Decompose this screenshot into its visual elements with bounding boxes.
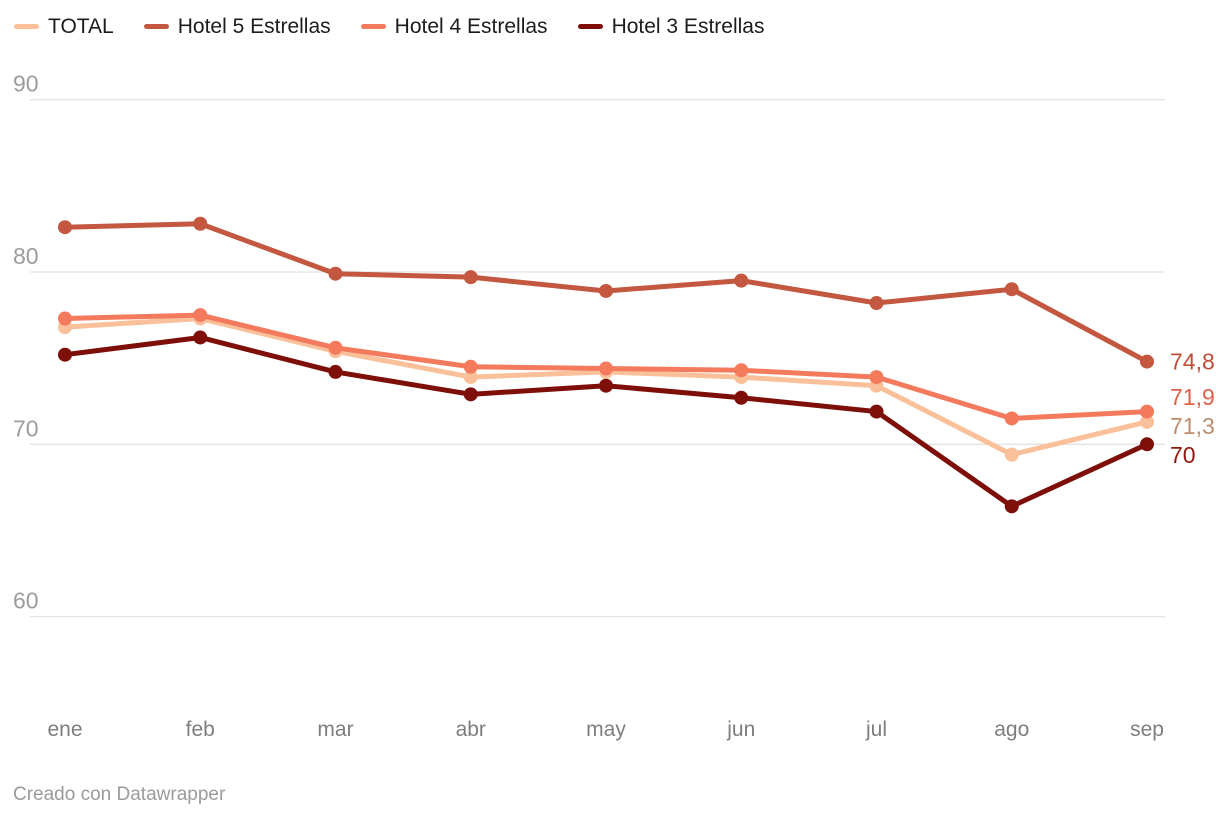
data-point-total-abr bbox=[463, 370, 478, 385]
value-label-71-3: 71,3 bbox=[1170, 413, 1215, 439]
data-point-hotel-4-estrellas-feb bbox=[193, 308, 208, 323]
data-point-hotel-5-estrellas-ene bbox=[58, 220, 72, 235]
data-point-hotel-3-estrellas-jul bbox=[869, 404, 884, 419]
data-point-hotel-5-estrellas-jul bbox=[869, 296, 884, 311]
data-point-hotel-3-estrellas-may bbox=[599, 378, 613, 393]
legend-label-hotel-5-estrellas: Hotel 5 Estrellas bbox=[177, 15, 331, 38]
data-point-hotel-4-estrellas-jun bbox=[734, 363, 749, 378]
data-point-hotel-5-estrellas-jun bbox=[734, 273, 749, 288]
line-chart: 90 80 70 60 ene feb mar abr may jun jul ago sep 74,8 7… bbox=[13, 71, 1215, 741]
data-point-hotel-4-estrellas-jul bbox=[869, 370, 884, 385]
data-point-hotel-3-estrellas-ago bbox=[1004, 499, 1019, 514]
x-tick-label-abr: abr bbox=[456, 718, 486, 741]
x-tick-label-ene: ene bbox=[47, 718, 82, 741]
data-point-hotel-5-estrellas-may bbox=[599, 283, 613, 298]
data-point-hotel-4-estrellas-ago bbox=[1004, 411, 1019, 426]
value-label-74-8: 74,8 bbox=[1170, 349, 1215, 375]
x-tick-label-mar: mar bbox=[317, 718, 353, 741]
legend-item-hotel-3-estrellas: Hotel 3 Estrellas bbox=[577, 15, 765, 38]
data-point-hotel-5-estrellas-feb bbox=[193, 216, 208, 231]
x-tick-label-may: may bbox=[586, 718, 626, 741]
value-label-71-9: 71,9 bbox=[1170, 384, 1215, 410]
datawrapper-credit: Creado con Datawrapper bbox=[13, 784, 226, 805]
legend-item-total: TOTAL bbox=[14, 16, 114, 37]
legend-swatch-hotel-4-estrellas bbox=[360, 24, 386, 29]
legend-swatch-total bbox=[14, 24, 39, 29]
data-point-hotel-5-estrellas-abr bbox=[463, 270, 478, 285]
data-point-hotel-3-estrellas-feb bbox=[193, 330, 208, 345]
legend-item-hotel-4-estrellas: Hotel 4 Estrellas bbox=[360, 15, 548, 38]
legend-swatch-hotel-5-estrellas bbox=[143, 24, 169, 29]
data-point-hotel-3-estrellas-mar bbox=[328, 364, 343, 379]
data-point-hotel-4-estrellas-mar bbox=[328, 340, 343, 355]
x-tick-label-jun: jun bbox=[726, 718, 755, 741]
x-tick-label-jul: jul bbox=[865, 718, 887, 741]
y-tick-label-80: 80 bbox=[13, 243, 39, 269]
legend-item-hotel-5-estrellas: Hotel 5 Estrellas bbox=[143, 15, 331, 38]
data-point-hotel-5-estrellas-sep bbox=[1140, 354, 1154, 369]
legend-label-hotel-3-estrellas: Hotel 3 Estrellas bbox=[611, 15, 765, 38]
legend-swatch-hotel-3-estrellas bbox=[577, 24, 603, 29]
data-point-hotel-4-estrellas-may bbox=[599, 361, 613, 376]
data-point-hotel-3-estrellas-sep bbox=[1140, 437, 1154, 452]
data-point-hotel-3-estrellas-abr bbox=[463, 387, 478, 402]
data-point-total-sep bbox=[1140, 414, 1154, 429]
data-point-hotel-4-estrellas-abr bbox=[463, 359, 478, 374]
data-point-total-ago bbox=[1004, 447, 1019, 462]
data-point-hotel-5-estrellas-ago bbox=[1004, 282, 1019, 297]
value-label-70: 70 bbox=[1170, 442, 1196, 468]
legend: TOTAL Hotel 5 Estrellas Hotel 4 Estrella… bbox=[14, 16, 764, 37]
x-tick-label-ago: ago bbox=[994, 718, 1029, 741]
y-tick-label-70: 70 bbox=[13, 415, 39, 441]
x-tick-label-feb: feb bbox=[186, 718, 215, 741]
data-point-hotel-3-estrellas-ene bbox=[58, 347, 72, 362]
legend-label-total: TOTAL bbox=[48, 15, 114, 38]
data-point-hotel-5-estrellas-mar bbox=[328, 266, 343, 281]
legend-label-hotel-4-estrellas: Hotel 4 Estrellas bbox=[394, 15, 548, 38]
x-tick-label-sep: sep bbox=[1130, 718, 1164, 741]
y-tick-label-90: 90 bbox=[13, 71, 39, 97]
data-point-hotel-4-estrellas-sep bbox=[1140, 404, 1154, 419]
data-point-hotel-4-estrellas-ene bbox=[58, 311, 72, 326]
y-tick-label-60: 60 bbox=[13, 588, 39, 614]
data-point-hotel-3-estrellas-jun bbox=[734, 390, 749, 405]
